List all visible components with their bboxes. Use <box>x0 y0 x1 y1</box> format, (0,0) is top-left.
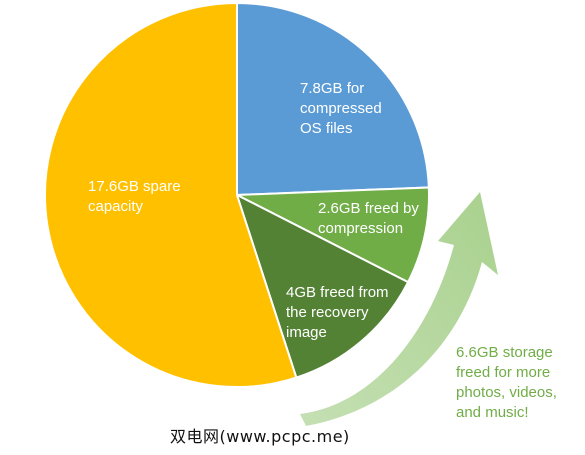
label-freed-by-compression: 2.6GB freed by compression <box>318 200 419 237</box>
pie-slice-freed-recovery <box>235 193 410 379</box>
pie-slice-spare <box>44 1 298 388</box>
label-freed-from-recovery: 4GB freed from the recovery image <box>286 284 389 341</box>
pie-slice-freed-compression <box>233 186 430 284</box>
annotation-storage-freed: 6.6GB storage freed for more photos, vid… <box>456 344 557 421</box>
pie-slices <box>44 1 430 388</box>
watermark: 双电网(www.pcpc.me) <box>170 427 350 446</box>
label-compressed-os: 7.8GB for compressed OS files <box>300 80 382 137</box>
label-spare-capacity: 17.6GB spare capacity <box>88 178 181 215</box>
growth-arrow-icon <box>300 192 498 426</box>
pie-slice-compressed-os <box>236 1 430 197</box>
